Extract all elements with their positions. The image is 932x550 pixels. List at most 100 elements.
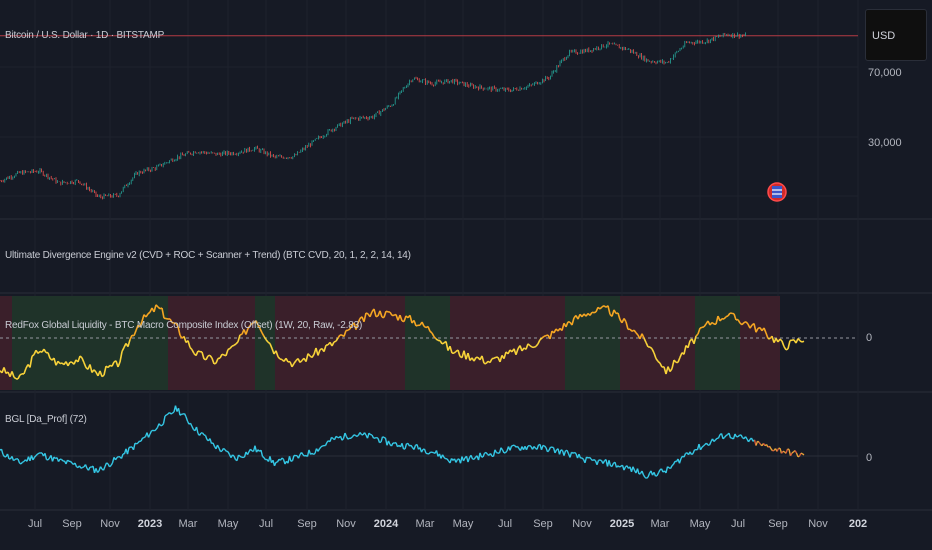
liquidity-line-segment xyxy=(599,306,603,310)
liquidity-line-segment xyxy=(603,305,607,308)
bgl-line-segment xyxy=(592,459,595,462)
liquidity-line-segment xyxy=(79,355,83,359)
liquidity-line-segment xyxy=(237,334,241,343)
bgl-line-segment xyxy=(32,456,36,461)
bgl-line-segment xyxy=(310,452,313,455)
bgl-line-segment xyxy=(387,440,391,445)
bgl-line-segment xyxy=(703,443,706,447)
liquidity-line-segment xyxy=(657,360,661,364)
bgl-line-segment xyxy=(223,447,226,451)
bgl-line-segment xyxy=(236,454,240,461)
bgl-line-segment xyxy=(489,453,493,457)
bgl-line-segment xyxy=(678,458,682,464)
bgl-line-segment xyxy=(164,414,167,417)
bgl-line-segment xyxy=(455,459,459,463)
liquidity-line-segment xyxy=(779,338,783,342)
currency-selector[interactable]: USD xyxy=(865,9,927,61)
liquidity-line-segment xyxy=(121,347,125,352)
bgl-line-segment xyxy=(203,434,206,437)
price-pane-title: Bitcoin / U.S. Dollar · 1D · BITSTAMP xyxy=(5,30,165,41)
bgl-line-segment xyxy=(443,456,446,460)
x-tick-label: Nov xyxy=(808,518,828,530)
bgl-line-segment xyxy=(699,446,703,451)
liquidity-line-segment xyxy=(757,326,761,330)
liquidity-line-segment xyxy=(135,324,139,331)
bgl-line-segment xyxy=(6,453,10,460)
bgl-line-segment xyxy=(126,447,130,455)
bgl-line-segment xyxy=(143,436,146,439)
liquidity-line-segment xyxy=(755,328,759,333)
bgl-line-segment xyxy=(80,466,83,469)
liquidity-line-segment xyxy=(245,328,249,335)
liquidity-line-segment xyxy=(669,368,673,373)
bgl-line-segment xyxy=(33,455,37,458)
liquidity-line-segment xyxy=(189,346,193,351)
bgl-line-segment xyxy=(172,411,175,414)
liquidity-pane-title: RedFox Global Liquidity - BTC Macro Comp… xyxy=(5,320,363,331)
bgl-line-segment xyxy=(109,465,112,468)
liquidity-line-segment xyxy=(107,364,111,369)
x-tick-label: 2025 xyxy=(609,518,635,530)
liquidity-line-segment xyxy=(229,345,233,349)
bgl-line-segment xyxy=(479,452,483,458)
bgl-line-segment xyxy=(377,438,381,443)
bgl-line-segment xyxy=(619,465,622,468)
bgl-line-segment xyxy=(376,436,379,439)
bgl-line-segment xyxy=(560,449,563,452)
liquidity-line-segment xyxy=(317,349,321,356)
liquidity-regime-band xyxy=(565,296,620,390)
liquidity-line-segment xyxy=(703,323,707,328)
bgl-line-segment xyxy=(60,458,64,462)
bgl-line-segment xyxy=(326,440,329,443)
liquidity-line-segment xyxy=(219,353,223,359)
liquidity-line-segment xyxy=(611,309,615,317)
liquidity-line-segment xyxy=(227,347,231,351)
bgl-line-segment xyxy=(540,445,544,451)
liquidity-line-segment xyxy=(129,334,133,340)
bgl-line-segment xyxy=(672,461,676,465)
bgl-line-segment xyxy=(669,465,673,469)
liquidity-line-segment xyxy=(389,311,393,316)
bgl-line-segment xyxy=(379,441,382,444)
liquidity-line-segment xyxy=(109,364,113,367)
bgl-line-segment xyxy=(11,456,15,461)
liquidity-line-segment xyxy=(375,315,379,318)
bgl-line-segment xyxy=(705,442,709,446)
bgl-line-segment xyxy=(656,472,660,477)
liquidity-line-segment xyxy=(561,323,565,331)
bgl-line-segment xyxy=(154,429,157,432)
liquidity-line-segment xyxy=(233,343,237,346)
bgl-line-segment xyxy=(599,459,602,462)
x-tick-label: May xyxy=(217,518,239,530)
bgl-line-segment xyxy=(67,459,70,462)
bgl-line-segment xyxy=(132,443,136,450)
liquidity-line-segment xyxy=(17,374,21,380)
liquidity-line-segment xyxy=(235,341,239,345)
liquidity-line-segment xyxy=(653,352,657,359)
bgl-line-segment xyxy=(470,454,474,460)
liquidity-line-segment xyxy=(749,324,753,329)
liquidity-line-segment xyxy=(659,362,663,368)
liquidity-line-segment xyxy=(617,312,621,320)
bgl-line-segment xyxy=(273,461,277,467)
liquidity-line-segment xyxy=(753,323,757,333)
bgl-line-segment xyxy=(428,451,432,455)
bgl-line-segment xyxy=(401,443,405,450)
bgl-line-segment xyxy=(297,454,301,459)
bgl-line-segment xyxy=(487,453,490,456)
bgl-line-segment xyxy=(547,449,550,453)
liquidity-line-segment xyxy=(47,352,51,359)
liquidity-line-segment xyxy=(427,326,431,332)
bgl-line-segment xyxy=(501,449,505,454)
liquidity-line-segment xyxy=(643,337,647,343)
bgl-zero-label: 0 xyxy=(866,452,873,464)
bgl-line-segment xyxy=(536,444,540,450)
bgl-line-segment xyxy=(198,432,202,436)
bgl-line-segment xyxy=(110,462,114,466)
bgl-line-segment xyxy=(281,457,284,460)
bgl-line-segment xyxy=(569,452,573,458)
bgl-line-segment xyxy=(13,458,16,462)
bgl-line-segment xyxy=(758,441,762,445)
bgl-line-segment xyxy=(162,415,166,424)
